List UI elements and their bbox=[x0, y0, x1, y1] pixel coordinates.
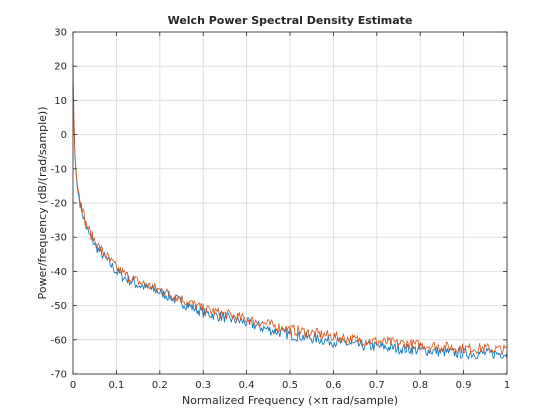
x-tick-label: 0.9 bbox=[456, 380, 472, 391]
y-tick-label: -10 bbox=[51, 164, 67, 175]
y-tick-label: -30 bbox=[51, 233, 67, 244]
y-tick-label: 0 bbox=[61, 130, 67, 141]
x-tick-label: 1 bbox=[504, 380, 510, 391]
y-tick-label: -70 bbox=[51, 370, 67, 381]
x-tick-label: 0.7 bbox=[369, 380, 385, 391]
plot-area: 0 0.1 0.2 0.3 0.4 0.5 0.6 0.7 0.8 0.9 1 -70 -60 -50 -4… bbox=[51, 28, 511, 392]
y-axis-label: Power/frequency (dB/(rad/sample)) bbox=[36, 107, 49, 300]
x-tick-label: 0.6 bbox=[325, 380, 341, 391]
y-tick-label: -20 bbox=[51, 199, 67, 210]
x-tick-label: 0.4 bbox=[239, 380, 255, 391]
y-tick-label: 30 bbox=[54, 28, 67, 39]
y-tick-label: -40 bbox=[51, 267, 67, 278]
x-tick-label: 0.1 bbox=[108, 380, 124, 391]
y-tick-label: -60 bbox=[51, 335, 67, 346]
x-tick-label: 0.5 bbox=[282, 380, 298, 391]
y-tick-label: -50 bbox=[51, 301, 67, 312]
x-tick-label: 0.3 bbox=[195, 380, 211, 391]
y-tick-label: 20 bbox=[54, 62, 67, 73]
psd-series-2-line bbox=[72, 66, 508, 356]
chart-title: Welch Power Spectral Density Estimate bbox=[168, 14, 413, 27]
x-tick-label: 0 bbox=[70, 380, 76, 391]
y-tick-label: 10 bbox=[54, 96, 67, 107]
x-axis-label: Normalized Frequency (×π rad/sample) bbox=[182, 394, 398, 407]
x-tick-label: 0.8 bbox=[412, 380, 428, 391]
x-tick-label: 0.2 bbox=[152, 380, 168, 391]
